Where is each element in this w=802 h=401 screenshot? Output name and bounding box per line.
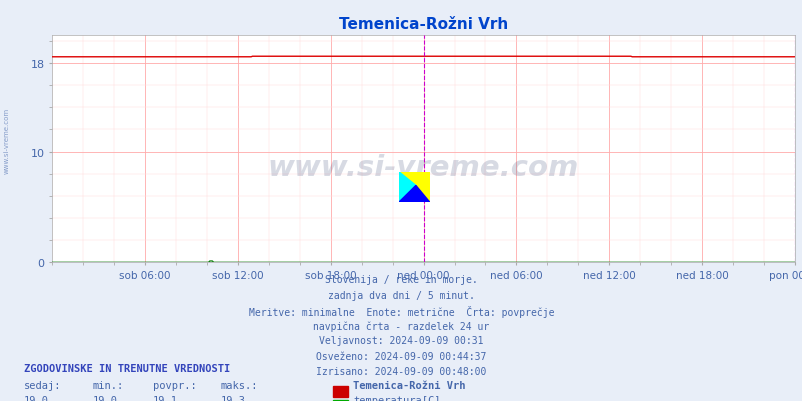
Text: 19,0: 19,0: [92, 395, 117, 401]
Text: Slovenija / reke in morje.: Slovenija / reke in morje.: [325, 275, 477, 285]
Text: 19,0: 19,0: [24, 395, 49, 401]
Title: Temenica-Rožni Vrh: Temenica-Rožni Vrh: [338, 17, 508, 32]
Text: 19,3: 19,3: [221, 395, 245, 401]
Text: povpr.:: povpr.:: [152, 380, 196, 390]
Text: Izrisano: 2024-09-09 00:48:00: Izrisano: 2024-09-09 00:48:00: [316, 366, 486, 376]
Polygon shape: [399, 186, 429, 203]
Text: Temenica-Rožni Vrh: Temenica-Rožni Vrh: [353, 380, 465, 390]
Text: Meritve: minimalne  Enote: metrične  Črta: povprečje: Meritve: minimalne Enote: metrične Črta:…: [249, 305, 553, 317]
Text: temperatura[C]: temperatura[C]: [353, 395, 440, 401]
Text: zadnja dva dni / 5 minut.: zadnja dva dni / 5 minut.: [328, 290, 474, 300]
Polygon shape: [399, 172, 415, 203]
Text: ZGODOVINSKE IN TRENUTNE VREDNOSTI: ZGODOVINSKE IN TRENUTNE VREDNOSTI: [24, 363, 230, 373]
Text: min.:: min.:: [92, 380, 124, 390]
Text: sedaj:: sedaj:: [24, 380, 62, 390]
Text: maks.:: maks.:: [221, 380, 258, 390]
Text: www.si-vreme.com: www.si-vreme.com: [268, 154, 578, 182]
Text: 19,1: 19,1: [152, 395, 177, 401]
Text: www.si-vreme.com: www.si-vreme.com: [3, 107, 10, 173]
Text: Veljavnost: 2024-09-09 00:31: Veljavnost: 2024-09-09 00:31: [319, 336, 483, 346]
Text: navpična črta - razdelek 24 ur: navpična črta - razdelek 24 ur: [313, 320, 489, 331]
Text: Osveženo: 2024-09-09 00:44:37: Osveženo: 2024-09-09 00:44:37: [316, 351, 486, 361]
